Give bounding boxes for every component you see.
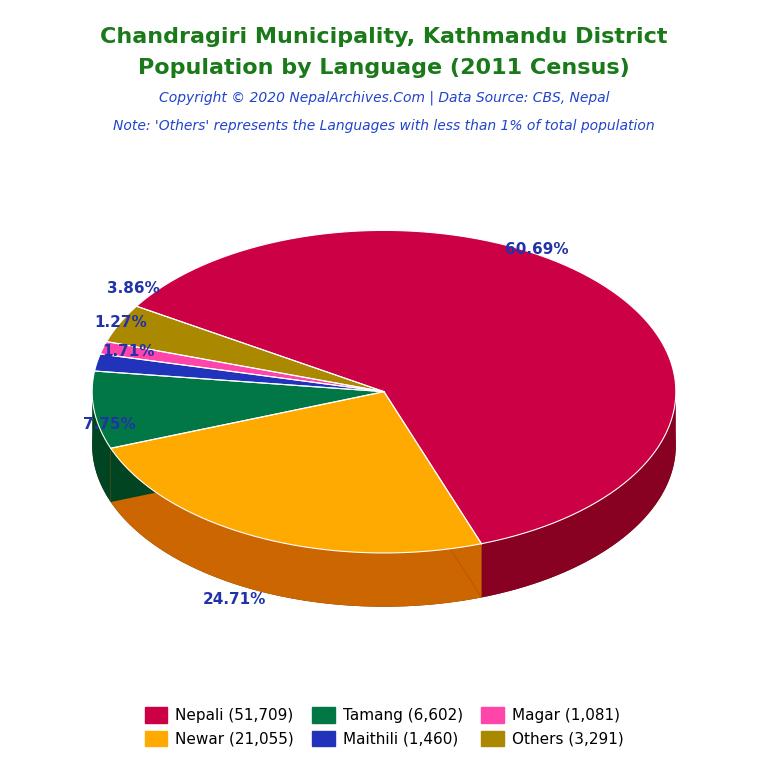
Polygon shape [137, 230, 676, 544]
Text: 7.75%: 7.75% [84, 417, 136, 432]
Ellipse shape [92, 284, 676, 607]
Text: 1.71%: 1.71% [102, 344, 155, 359]
Text: Note: 'Others' represents the Languages with less than 1% of total population: Note: 'Others' represents the Languages … [113, 119, 655, 133]
Text: 24.71%: 24.71% [204, 592, 266, 607]
Polygon shape [111, 392, 482, 553]
Polygon shape [94, 354, 384, 392]
Legend: Nepali (51,709), Newar (21,055), Tamang (6,602), Maithili (1,460), Magar (1,081): Nepali (51,709), Newar (21,055), Tamang … [138, 701, 630, 753]
Polygon shape [111, 392, 384, 502]
Polygon shape [384, 392, 482, 598]
Text: Population by Language (2011 Census): Population by Language (2011 Census) [138, 58, 630, 78]
Polygon shape [101, 342, 384, 392]
Text: 60.69%: 60.69% [505, 241, 568, 257]
Polygon shape [111, 449, 482, 607]
Text: 1.27%: 1.27% [94, 316, 147, 330]
Polygon shape [92, 371, 384, 449]
Polygon shape [111, 392, 384, 502]
Text: 3.86%: 3.86% [107, 281, 160, 296]
Text: Chandragiri Municipality, Kathmandu District: Chandragiri Municipality, Kathmandu Dist… [101, 27, 667, 47]
Text: Copyright © 2020 NepalArchives.Com | Data Source: CBS, Nepal: Copyright © 2020 NepalArchives.Com | Dat… [159, 91, 609, 105]
Polygon shape [482, 392, 676, 598]
Polygon shape [92, 392, 111, 502]
Polygon shape [107, 306, 384, 392]
Polygon shape [384, 392, 482, 598]
